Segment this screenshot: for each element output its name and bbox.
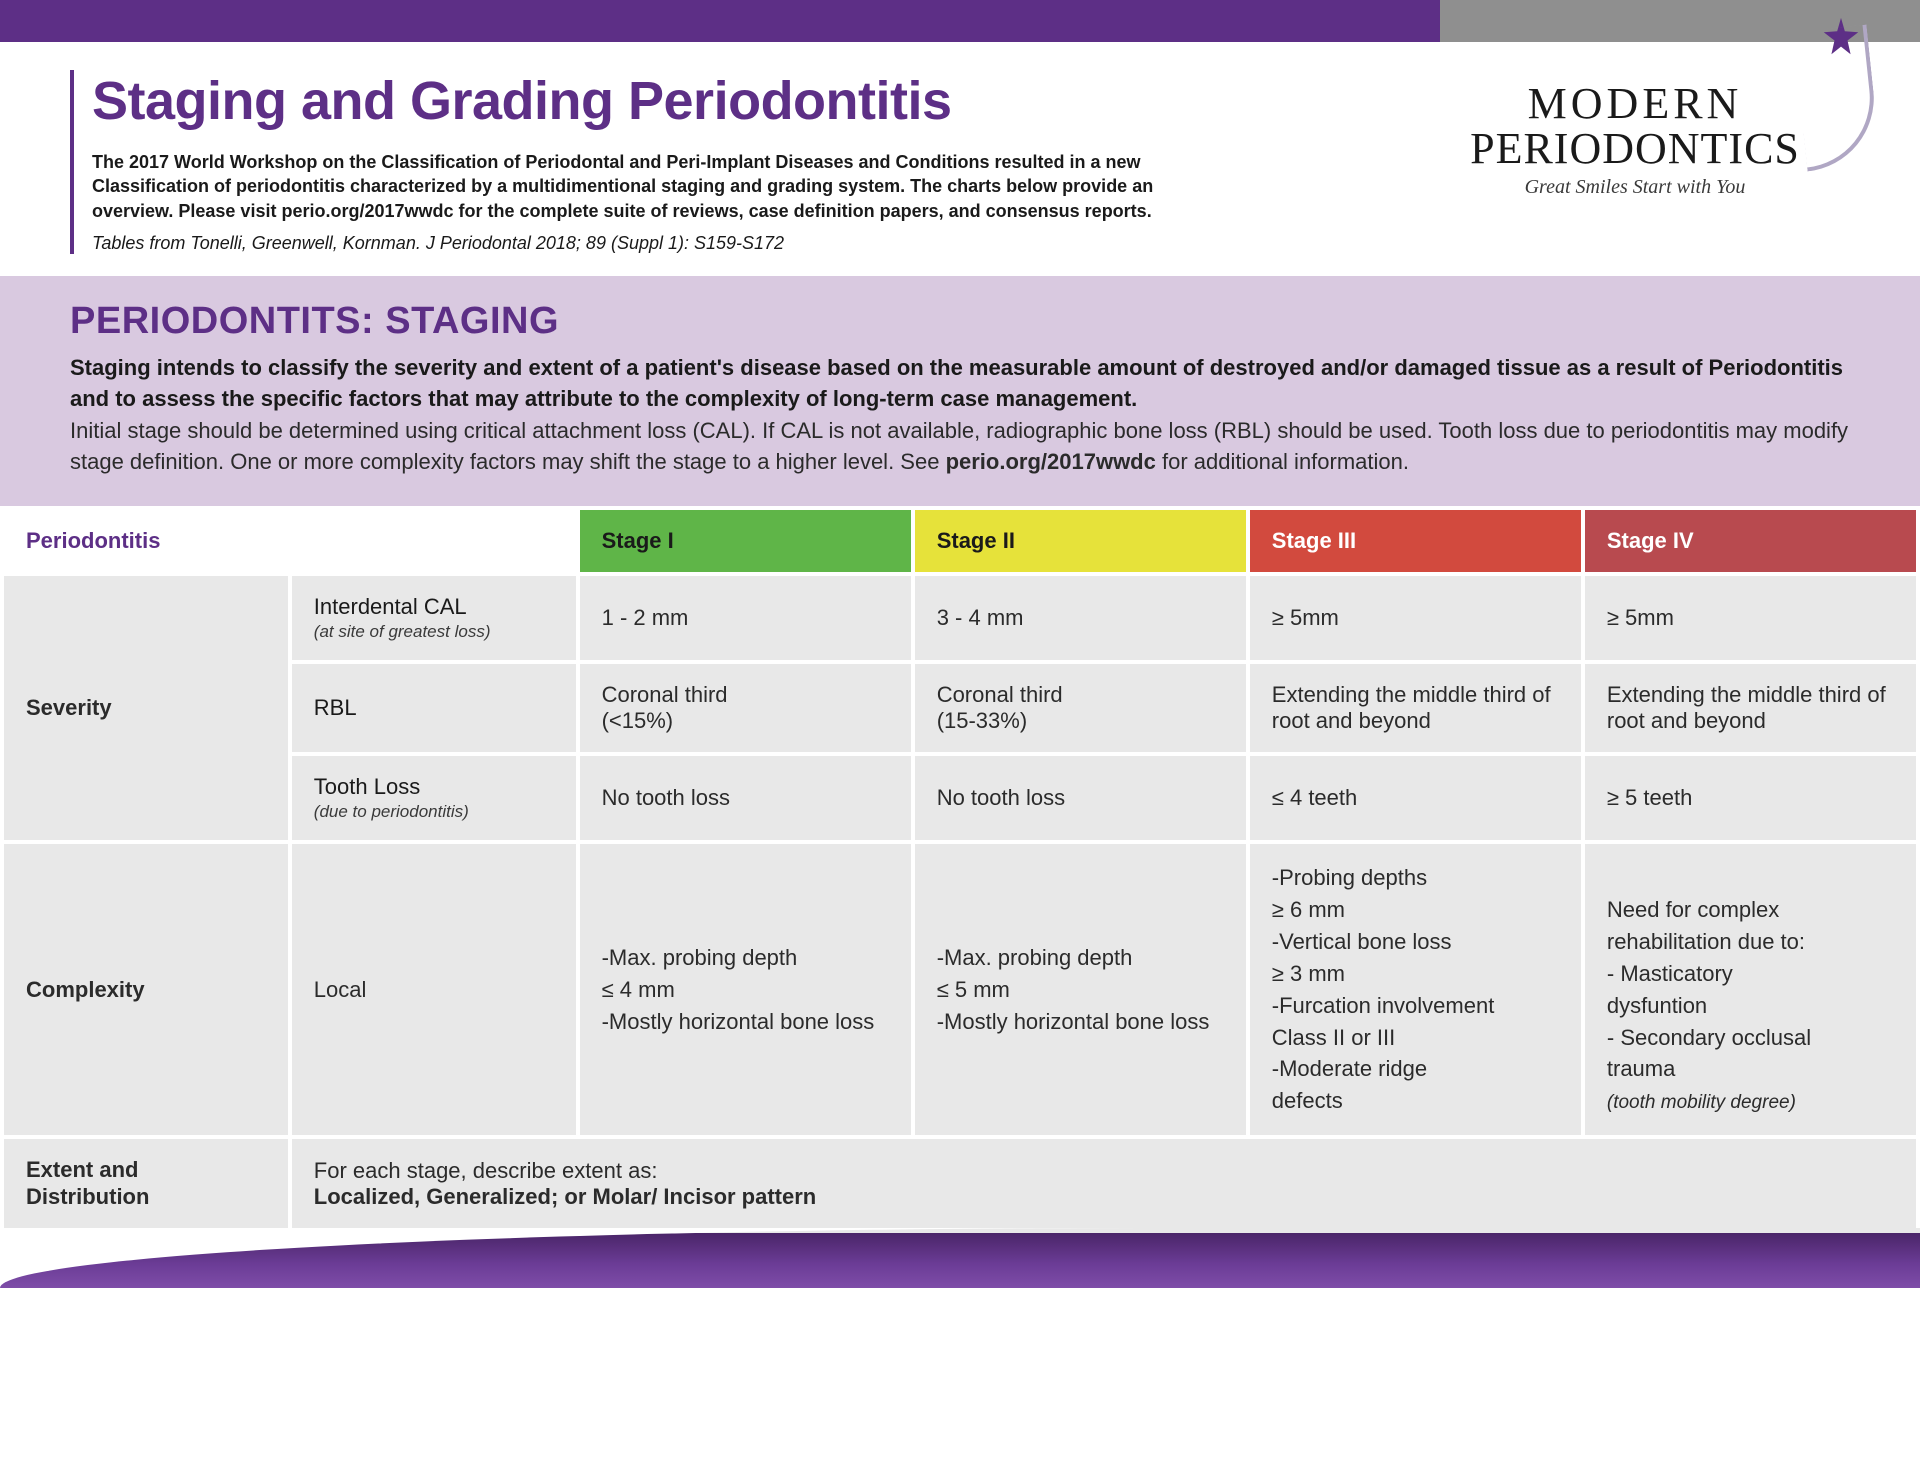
complexity-sublabel: Local	[292, 844, 576, 1135]
header-periodontitis: Periodontitis	[4, 510, 576, 572]
brand-logo: MODERN PERIODONTICS Great Smiles Start w…	[1420, 70, 1850, 199]
extent-bold: Localized, Generalized; or Molar/ Inciso…	[314, 1184, 1894, 1210]
complexity-row: Complexity Local -Max. probing depth ≤ 4…	[4, 844, 1916, 1135]
page-title: Staging and Grading Periodontitis	[92, 70, 1380, 132]
rbl-s3: Extending the middle third of root and b…	[1250, 664, 1581, 752]
severity-cal-label: Interdental CAL (at site of greatest los…	[292, 576, 576, 660]
footer-wave	[0, 1228, 1920, 1288]
cal-s4: ≥ 5mm	[1585, 576, 1916, 660]
intro-body-link: perio.org/2017wwdc	[946, 449, 1156, 474]
cal-s3: ≥ 5mm	[1250, 576, 1581, 660]
header-text-block: Staging and Grading Periodontitis The 20…	[70, 70, 1380, 254]
complexity-s2: -Max. probing depth ≤ 5 mm -Mostly horiz…	[915, 844, 1246, 1135]
table-header-row: Periodontitis Stage I Stage II Stage III…	[4, 510, 1916, 572]
extent-row: Extent and Distribution For each stage, …	[4, 1139, 1916, 1228]
rbl-name: RBL	[314, 695, 554, 721]
extent-lead: For each stage, describe extent as:	[314, 1158, 1894, 1184]
staging-intro-title: PERIODONTITS: STAGING	[70, 300, 1850, 343]
severity-row-toothloss: Tooth Loss (due to periodontitis) No too…	[4, 756, 1916, 840]
staging-intro-bold: Staging intends to classify the severity…	[70, 353, 1850, 415]
extent-text: For each stage, describe extent as: Loca…	[292, 1139, 1916, 1228]
logo-line2: PERIODONTICS	[1420, 123, 1850, 174]
extent-label: Extent and Distribution	[4, 1139, 288, 1228]
staging-intro-body: Initial stage should be determined using…	[70, 416, 1850, 478]
severity-toothloss-label: Tooth Loss (due to periodontitis)	[292, 756, 576, 840]
cal-name: Interdental CAL	[314, 594, 554, 620]
toothloss-s1: No tooth loss	[580, 756, 911, 840]
toothloss-note: (due to periodontitis)	[314, 802, 554, 822]
toothloss-s4: ≥ 5 teeth	[1585, 756, 1916, 840]
cal-s2: 3 - 4 mm	[915, 576, 1246, 660]
rbl-s4: Extending the middle third of root and b…	[1585, 664, 1916, 752]
top-accent-bar	[0, 0, 1920, 42]
complexity-s1: -Max. probing depth ≤ 4 mm -Mostly horiz…	[580, 844, 911, 1135]
header-citation: Tables from Tonelli, Greenwell, Kornman.…	[92, 233, 1380, 254]
cal-note: (at site of greatest loss)	[314, 622, 554, 642]
swoosh-icon	[1793, 25, 1881, 172]
staging-intro: PERIODONTITS: STAGING Staging intends to…	[0, 276, 1920, 506]
complexity-s4-text: Need for complex rehabilitation due to: …	[1607, 897, 1811, 1113]
complexity-label: Complexity	[4, 844, 288, 1135]
header-stage-4: Stage IV	[1585, 510, 1916, 572]
toothloss-name: Tooth Loss	[314, 774, 554, 800]
severity-rbl-label: RBL	[292, 664, 576, 752]
staging-table: Periodontitis Stage I Stage II Stage III…	[0, 506, 1920, 1232]
cal-s1: 1 - 2 mm	[580, 576, 911, 660]
header-stage-1: Stage I	[580, 510, 911, 572]
severity-label: Severity	[4, 576, 288, 840]
toothloss-s2: No tooth loss	[915, 756, 1246, 840]
toothloss-s3: ≤ 4 teeth	[1250, 756, 1581, 840]
header: Staging and Grading Periodontitis The 20…	[0, 42, 1920, 270]
header-subtitle: The 2017 World Workshop on the Classific…	[92, 150, 1172, 223]
severity-row-rbl: RBL Coronal third (<15%) Coronal third (…	[4, 664, 1916, 752]
severity-row-cal: Severity Interdental CAL (at site of gre…	[4, 576, 1916, 660]
logo-tagline: Great Smiles Start with You	[1420, 176, 1850, 199]
top-accent-purple	[0, 0, 1440, 42]
header-stage-2: Stage II	[915, 510, 1246, 572]
rbl-s1: Coronal third (<15%)	[580, 664, 911, 752]
complexity-s3: -Probing depths ≥ 6 mm -Vertical bone lo…	[1250, 844, 1581, 1135]
rbl-s2: Coronal third (15-33%)	[915, 664, 1246, 752]
logo-line1: MODERN	[1420, 78, 1850, 129]
header-stage-3: Stage III	[1250, 510, 1581, 572]
intro-body-post: for additional information.	[1156, 449, 1409, 474]
complexity-s4: Need for complex rehabilitation due to: …	[1585, 844, 1916, 1135]
